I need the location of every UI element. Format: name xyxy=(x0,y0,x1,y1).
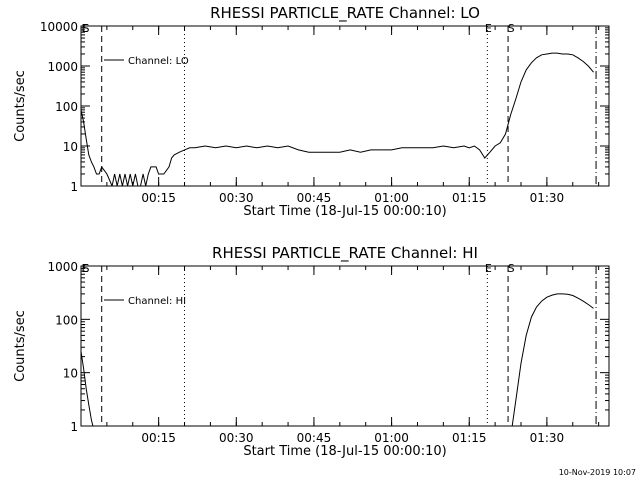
panel-lo: RHESSI PARTICLE_RATE Channel: LO 00:15 00:… xyxy=(13,4,610,219)
panel-hi: RHESSI PARTICLE_RATE Channel: HI 00:15 00:… xyxy=(13,244,610,459)
event-marker-label: S xyxy=(508,22,515,35)
event-marker-label: S xyxy=(83,22,90,35)
x-tick-label: 00:30 xyxy=(219,431,254,445)
event-marker-label: S xyxy=(508,262,515,275)
event-marker-label: E xyxy=(82,262,89,275)
event-marker-label: E xyxy=(82,22,89,35)
y-tick-label: 10 xyxy=(63,140,78,154)
footer-timestamp: 10-Nov-2019 10:07 xyxy=(559,468,636,477)
event-marker-label: E xyxy=(485,22,492,35)
x-tick-label: 01:00 xyxy=(374,191,409,205)
series-line xyxy=(81,293,594,426)
x-tick-label: 01:30 xyxy=(530,191,565,205)
y-tick-label: 1000 xyxy=(47,60,78,74)
x-tick-label: 00:45 xyxy=(297,191,332,205)
chart-title: RHESSI PARTICLE_RATE Channel: LO xyxy=(210,4,480,23)
x-tick-label: 01:15 xyxy=(452,191,487,205)
y-tick-label: 1 xyxy=(70,420,78,434)
plot-frame xyxy=(80,25,610,187)
x-tick-label: 01:15 xyxy=(452,431,487,445)
legend-label: Channel: LO xyxy=(128,56,189,67)
x-tick-label: 00:15 xyxy=(141,431,176,445)
series-line xyxy=(81,52,594,186)
legend-label: Channel: HI xyxy=(128,296,186,307)
x-tick-label: 00:15 xyxy=(141,191,176,205)
x-tick-label: 00:30 xyxy=(219,191,254,205)
y-tick-label: 1 xyxy=(70,180,78,194)
x-tick-label: 00:45 xyxy=(297,431,332,445)
y-axis-label: Counts/sec xyxy=(13,310,28,382)
event-marker-label: S xyxy=(83,262,90,275)
y-axis-label: Counts/sec xyxy=(13,70,28,142)
y-tick-label: 100 xyxy=(55,313,78,327)
plot-frame xyxy=(80,265,610,427)
chart-title: RHESSI PARTICLE_RATE Channel: HI xyxy=(212,244,478,263)
event-marker-label: E xyxy=(485,262,492,275)
y-tick-label: 100 xyxy=(55,100,78,114)
x-tick-label: 01:00 xyxy=(374,431,409,445)
y-tick-label: 10 xyxy=(63,367,78,381)
x-axis-label: Start Time (18-Jul-15 00:00:10) xyxy=(243,204,446,219)
x-tick-label: 01:30 xyxy=(530,431,565,445)
y-tick-label: 1000 xyxy=(47,260,78,274)
x-axis-label: Start Time (18-Jul-15 00:00:10) xyxy=(243,444,446,459)
y-tick-label: 10000 xyxy=(40,20,78,34)
